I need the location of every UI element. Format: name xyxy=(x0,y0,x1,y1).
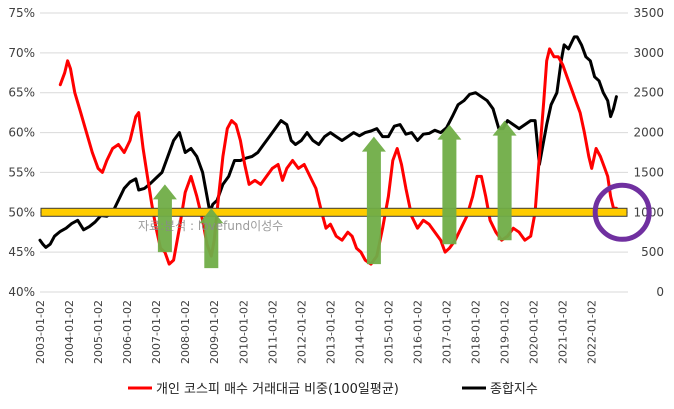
x-tick-15: 2018-01-02 xyxy=(470,300,483,364)
y-left-tick-6: 70% xyxy=(8,46,35,60)
series-layer xyxy=(38,35,618,266)
arrow-4 xyxy=(492,120,517,241)
watermark: 자료:분석 : lovefund이성수 xyxy=(138,219,283,233)
x-tick-14: 2017-01-02 xyxy=(441,300,454,364)
x-tick-3: 2006-01-02 xyxy=(121,300,134,364)
y-right-tick-7: 3500 xyxy=(633,6,664,20)
x-tick-8: 2011-01-02 xyxy=(266,300,279,364)
x-tick-1: 2004-01-02 xyxy=(63,300,76,364)
y-left-tick-2: 50% xyxy=(8,205,35,219)
reference-band xyxy=(40,207,628,217)
band-layer xyxy=(40,207,628,217)
y-right-tick-4: 2000 xyxy=(633,126,664,140)
y-right-tick-3: 1500 xyxy=(633,165,664,179)
x-tick-4: 2007-01-02 xyxy=(150,300,163,364)
circle-layer xyxy=(592,182,652,242)
arrow-2 xyxy=(361,136,386,265)
x-tick-2: 2005-01-02 xyxy=(92,300,105,364)
arrow-3 xyxy=(437,124,462,245)
y-left-tick-4: 60% xyxy=(8,126,35,140)
y-left-tick-3: 55% xyxy=(8,165,35,179)
highlight-circle xyxy=(592,182,652,242)
x-tick-12: 2015-01-02 xyxy=(382,300,395,364)
x-tick-0: 2003-01-02 xyxy=(34,300,47,364)
y-right-tick-6: 3000 xyxy=(633,46,664,60)
x-tick-19: 2022-01-02 xyxy=(586,300,599,364)
legend: 개인 코스피 매수 거래대금 비중(100일평균) 종합지수 xyxy=(128,382,538,397)
y-right-tick-0: 0 xyxy=(656,285,664,299)
y-left-tick-7: 75% xyxy=(8,6,35,20)
y-right-tick-5: 2500 xyxy=(633,86,664,100)
legend-label-kospi: 종합지수 xyxy=(490,382,538,397)
y-left-ticks: 40% 45% 50% 55% 60% 65% 70% 75% xyxy=(8,6,35,299)
x-tick-18: 2021-01-02 xyxy=(557,300,570,364)
y-left-tick-1: 45% xyxy=(8,245,35,259)
x-tick-7: 2010-01-02 xyxy=(237,300,250,364)
legend-label-individual: 개인 코스피 매수 거래대금 비중(100일평균) xyxy=(156,382,399,397)
y-left-tick-5: 65% xyxy=(8,86,35,100)
series-line-1 xyxy=(38,35,618,249)
x-tick-6: 2009-01-02 xyxy=(208,300,221,364)
arrow-layer xyxy=(152,120,517,269)
x-ticks: 2003-01-02 2004-01-02 2005-01-02 2006-01-02… xyxy=(34,300,599,364)
x-tick-16: 2019-01-02 xyxy=(499,300,512,364)
x-tick-11: 2014-01-02 xyxy=(353,300,366,364)
arrow-1 xyxy=(199,208,224,269)
y-right-tick-1: 500 xyxy=(641,245,664,259)
x-tick-9: 2012-01-02 xyxy=(295,300,308,364)
x-tick-13: 2016-01-02 xyxy=(411,300,424,364)
y-left-tick-0: 40% xyxy=(8,285,35,299)
x-tick-17: 2020-01-02 xyxy=(528,300,541,364)
arrow-0 xyxy=(152,184,177,253)
x-tick-10: 2013-01-02 xyxy=(324,300,337,364)
x-tick-5: 2008-01-02 xyxy=(179,300,192,364)
